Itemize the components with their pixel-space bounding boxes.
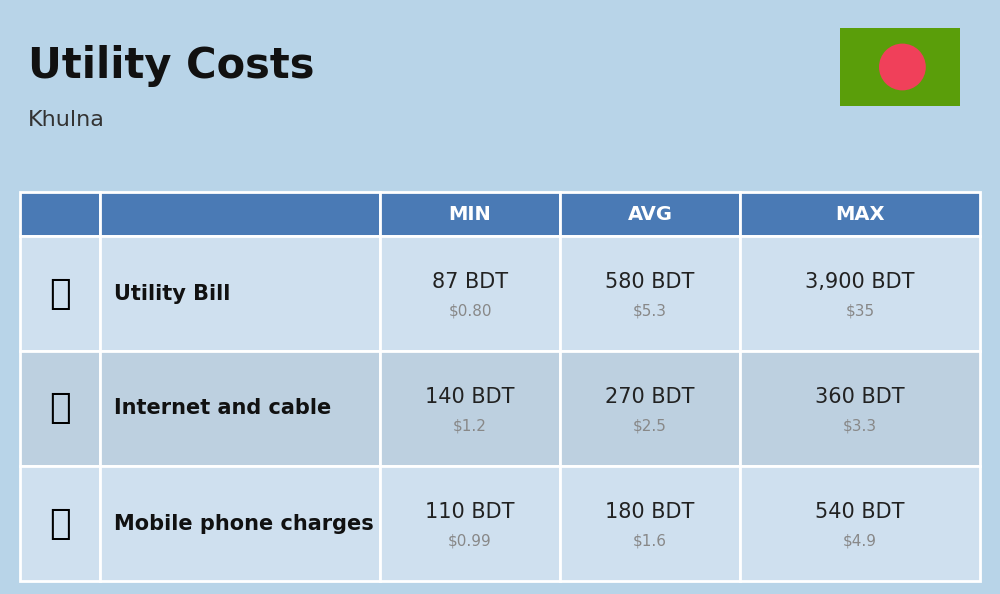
Bar <box>20 192 100 236</box>
Text: 270 BDT: 270 BDT <box>605 387 695 407</box>
Bar <box>560 236 740 351</box>
Text: AVG: AVG <box>628 204 672 223</box>
Text: 📱: 📱 <box>49 507 71 541</box>
Bar <box>740 351 980 466</box>
Text: $1.2: $1.2 <box>453 418 487 433</box>
Text: $1.6: $1.6 <box>633 533 667 548</box>
Text: $0.99: $0.99 <box>448 533 492 548</box>
Text: 540 BDT: 540 BDT <box>815 502 905 522</box>
Bar <box>740 192 980 236</box>
Bar <box>100 466 380 581</box>
Text: $35: $35 <box>845 304 875 318</box>
Bar <box>840 28 960 106</box>
Bar <box>380 351 560 466</box>
Circle shape <box>879 43 926 90</box>
Text: $0.80: $0.80 <box>448 304 492 318</box>
Bar <box>560 351 740 466</box>
Bar <box>100 236 380 351</box>
Text: MAX: MAX <box>835 204 885 223</box>
Bar <box>20 351 100 466</box>
Text: Utility Bill: Utility Bill <box>114 283 230 304</box>
Text: MIN: MIN <box>449 204 491 223</box>
Bar <box>380 192 560 236</box>
Text: 580 BDT: 580 BDT <box>605 272 695 292</box>
Text: 📡: 📡 <box>49 391 71 425</box>
Text: 140 BDT: 140 BDT <box>425 387 515 407</box>
Text: $5.3: $5.3 <box>633 304 667 318</box>
Bar <box>100 192 380 236</box>
Text: Internet and cable: Internet and cable <box>114 399 331 419</box>
Bar <box>380 236 560 351</box>
Bar <box>20 466 100 581</box>
Text: Khulna: Khulna <box>28 110 105 130</box>
Bar <box>560 466 740 581</box>
Text: Mobile phone charges: Mobile phone charges <box>114 513 374 533</box>
Bar <box>560 192 740 236</box>
Bar <box>740 466 980 581</box>
Text: $2.5: $2.5 <box>633 418 667 433</box>
Bar <box>100 351 380 466</box>
Text: $4.9: $4.9 <box>843 533 877 548</box>
Text: 360 BDT: 360 BDT <box>815 387 905 407</box>
Bar <box>20 236 100 351</box>
Text: $3.3: $3.3 <box>843 418 877 433</box>
Text: 🔌: 🔌 <box>49 276 71 311</box>
Text: 87 BDT: 87 BDT <box>432 272 508 292</box>
Text: 3,900 BDT: 3,900 BDT <box>805 272 915 292</box>
Text: 180 BDT: 180 BDT <box>605 502 695 522</box>
Bar <box>740 236 980 351</box>
Text: 110 BDT: 110 BDT <box>425 502 515 522</box>
Bar <box>380 466 560 581</box>
Text: Utility Costs: Utility Costs <box>28 45 314 87</box>
